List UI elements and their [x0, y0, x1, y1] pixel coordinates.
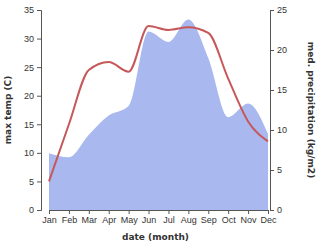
tick-label: Oct	[222, 215, 237, 225]
tick: Jan	[42, 210, 57, 225]
tick-mark	[37, 10, 41, 11]
tick-label: 30	[24, 34, 34, 44]
tick-mark	[37, 153, 41, 154]
axis-line	[37, 11, 42, 211]
tick: Jul	[163, 210, 175, 225]
tick-mark	[270, 50, 274, 51]
tick: 15	[270, 85, 287, 95]
tick-label: 25	[24, 63, 34, 73]
tick-mark	[89, 210, 90, 214]
tick-label: 5	[277, 165, 282, 175]
tick: Nov	[241, 210, 258, 225]
tick-label: 0	[277, 205, 282, 215]
tick-mark	[268, 210, 269, 214]
tick-label: 0	[29, 205, 34, 215]
tick: Aug	[181, 210, 197, 225]
tick: 5	[270, 165, 282, 175]
tick-label: Sep	[201, 215, 217, 225]
tick: May	[121, 210, 139, 225]
tick-mark	[37, 181, 41, 182]
tick-mark	[228, 210, 229, 214]
tick-mark	[129, 210, 130, 214]
tick: Dec	[260, 210, 277, 225]
tick-label: Nov	[241, 215, 258, 225]
axis-line	[271, 11, 275, 211]
tick-label: Apr	[102, 215, 116, 225]
tick: Jun	[142, 210, 157, 225]
y-axis: 0 5 10 15 20 25 30 35	[24, 5, 42, 215]
tick: Mar	[82, 210, 98, 225]
tick: Oct	[222, 210, 237, 225]
tick-label: Dec	[260, 215, 277, 225]
precipitation-area	[49, 20, 268, 210]
tick-label: Jul	[163, 215, 175, 225]
tick-label: 15	[277, 85, 287, 95]
tick-label: 5	[29, 177, 34, 187]
axis-line	[50, 211, 269, 215]
tick: 5	[29, 177, 41, 187]
tick-label: 15	[24, 120, 34, 130]
tick-mark	[37, 67, 41, 68]
tick-label: May	[121, 215, 139, 225]
tick-label: Jan	[42, 215, 57, 225]
tick: 0	[29, 205, 41, 215]
tick-label: 20	[277, 45, 287, 55]
tick: 35	[24, 5, 41, 15]
tick: 20	[270, 45, 287, 55]
y2-axis: 0 5 10 15 20 25	[270, 5, 287, 215]
temperature-line	[49, 26, 268, 181]
tick-mark	[37, 124, 41, 125]
chart: JanFebMarAprMayJunJulAugSepOctNovDec0510…	[0, 0, 318, 247]
tick: 25	[270, 5, 287, 15]
x-axis-title: date (month)	[122, 232, 189, 242]
tick-label: 20	[24, 91, 34, 101]
tick: 25	[24, 63, 41, 73]
tick-label: Feb	[62, 215, 78, 225]
tick-label: 35	[24, 5, 34, 15]
tick-mark	[188, 210, 189, 214]
tick-mark	[248, 210, 249, 214]
tick-label: 10	[277, 125, 287, 135]
tick-mark	[49, 210, 50, 214]
tick-mark	[270, 130, 274, 131]
tick: 0	[270, 205, 282, 215]
tick-mark	[168, 210, 169, 214]
tick-label: 25	[277, 5, 287, 15]
y-axis-title: max temp (C)	[3, 76, 13, 145]
tick: 30	[24, 34, 41, 44]
tick: 15	[24, 120, 41, 130]
tick-label: 10	[24, 148, 34, 158]
tick-label: Aug	[181, 215, 197, 225]
tick: Apr	[102, 210, 116, 225]
tick: 20	[24, 91, 41, 101]
y2-axis-title: med. precipitation (kg/m2)	[306, 42, 316, 178]
tick: 10	[24, 148, 41, 158]
tick-mark	[69, 210, 70, 214]
tick-mark	[37, 210, 41, 211]
tick-mark	[109, 210, 110, 214]
x-axis: Jan Feb Mar Apr MayJun Jul Aug Sep Oct NovDec	[42, 210, 277, 225]
tick-label: Mar	[82, 215, 98, 225]
tick: 10	[270, 125, 287, 135]
tick-mark	[270, 10, 274, 11]
tick-mark	[270, 170, 274, 171]
tick-mark	[37, 39, 41, 40]
tick-mark	[208, 210, 209, 214]
plot-area	[49, 20, 268, 210]
tick-mark	[149, 210, 150, 214]
tick-mark	[37, 96, 41, 97]
tick-mark	[270, 210, 274, 211]
tick-label: Jun	[142, 215, 157, 225]
tick: Sep	[201, 210, 217, 225]
tick-mark	[270, 90, 274, 91]
tick: Feb	[62, 210, 78, 225]
